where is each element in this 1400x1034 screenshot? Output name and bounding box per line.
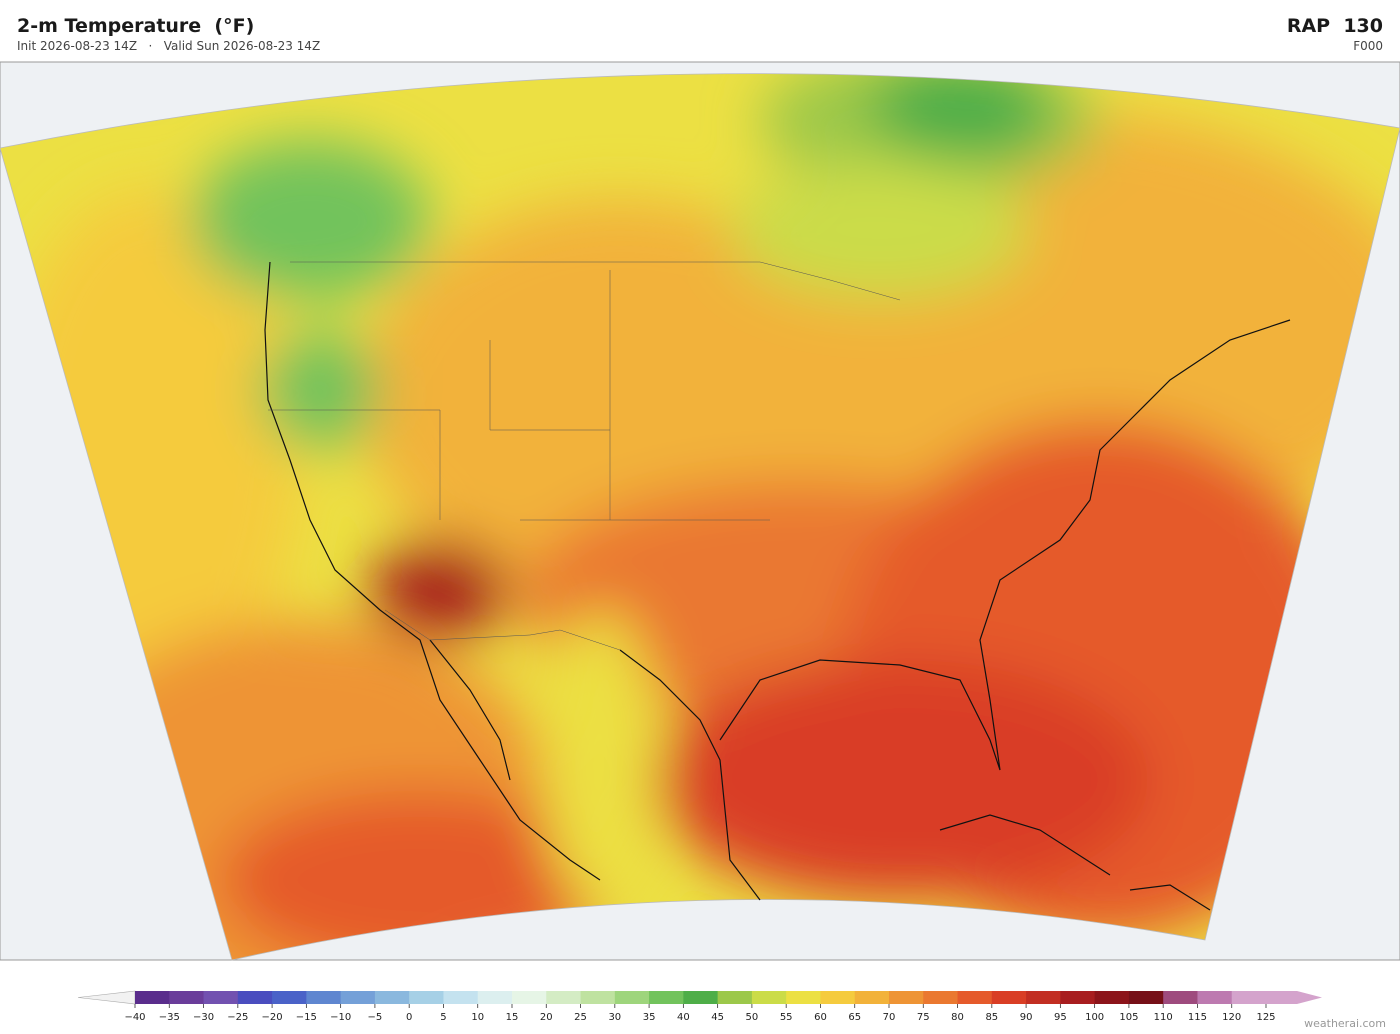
colorbar-tick-label: 20 bbox=[540, 1012, 553, 1023]
colorbar-tick-label: 70 bbox=[883, 1012, 896, 1023]
colorbar-segment bbox=[614, 991, 650, 1004]
forecast-hour: F000 bbox=[1353, 39, 1383, 53]
colorbar-tick-label: 25 bbox=[574, 1012, 587, 1023]
colorbar-segment bbox=[751, 991, 787, 1004]
colorbar-extension-low bbox=[77, 990, 136, 1005]
map-subtitle: Init 2026-08-23 14Z · Valid Sun 2026-08-… bbox=[17, 39, 321, 53]
colorbar-segment bbox=[820, 991, 856, 1004]
colorbar-tick-label: −20 bbox=[262, 1012, 283, 1023]
colorbar-tick-label: 55 bbox=[780, 1012, 793, 1023]
colorbar-tick-label: 30 bbox=[608, 1012, 621, 1023]
colorbar-tick-label: 90 bbox=[1020, 1012, 1033, 1023]
colorbar-segment bbox=[1060, 991, 1096, 1004]
colorbar-tick-label: −25 bbox=[227, 1012, 248, 1023]
colorbar-tick-label: 75 bbox=[917, 1012, 930, 1023]
colorbar-segment bbox=[169, 991, 205, 1004]
colorbar-tick-label: 45 bbox=[711, 1012, 724, 1023]
colorbar-segment bbox=[477, 991, 513, 1004]
colorbar-tick-label: 100 bbox=[1085, 1012, 1104, 1023]
colorbar-tick-label: −30 bbox=[193, 1012, 214, 1023]
colorbar-segment bbox=[237, 991, 273, 1004]
coastlines bbox=[264, 261, 1291, 911]
temperature-field bbox=[0, 73, 1400, 960]
map-title: 2-m Temperature (°F) bbox=[17, 15, 255, 37]
colorbar-tick-label: 85 bbox=[985, 1012, 998, 1023]
colorbar-tick-label: 35 bbox=[643, 1012, 656, 1023]
colorbar-tick-label: 95 bbox=[1054, 1012, 1067, 1023]
colorbar-tick-label: −35 bbox=[159, 1012, 180, 1023]
colorbar-tick-label: 50 bbox=[746, 1012, 759, 1023]
colorbar-segment bbox=[649, 991, 684, 1004]
colorbar-tick-label: 110 bbox=[1154, 1012, 1173, 1023]
domain-outline bbox=[0, 73, 1400, 961]
colorbar-segment bbox=[546, 991, 582, 1004]
colorbar-tick-label: −5 bbox=[368, 1012, 383, 1023]
colorbar-tick-label: 0 bbox=[406, 1012, 412, 1023]
colorbar-segment bbox=[1094, 991, 1130, 1004]
colorbar-tick-label: 15 bbox=[506, 1012, 519, 1023]
colorbar-tick-label: 105 bbox=[1119, 1012, 1138, 1023]
colorbar-tick-label: −10 bbox=[330, 1012, 351, 1023]
colorbar-segment bbox=[717, 991, 753, 1004]
colorbar-tick-label: 115 bbox=[1188, 1012, 1207, 1023]
colorbar-segment bbox=[443, 991, 479, 1004]
colorbar-segment bbox=[854, 991, 890, 1004]
colorbar-tick-label: 120 bbox=[1222, 1012, 1241, 1023]
model-name: RAP 130 bbox=[1286, 15, 1383, 37]
colorbar-tick-label: −15 bbox=[296, 1012, 317, 1023]
colorbar-segment bbox=[1128, 991, 1164, 1004]
colorbar-segment bbox=[409, 991, 444, 1004]
watermark: weatherai.com bbox=[1304, 1017, 1386, 1030]
colorbar-segment bbox=[1197, 991, 1233, 1004]
colorbar-tick-label: 125 bbox=[1256, 1012, 1275, 1023]
colorbar-segment bbox=[786, 991, 821, 1004]
colorbar-tick-label: 10 bbox=[471, 1012, 484, 1023]
colorbar-tick-label: 40 bbox=[677, 1012, 690, 1023]
colorbar-extension-high bbox=[1266, 991, 1322, 1004]
colorbar-tick-label: −40 bbox=[124, 1012, 145, 1023]
colorbar-segment bbox=[957, 991, 993, 1004]
colorbar-segment bbox=[272, 991, 307, 1004]
colorbar-segment bbox=[580, 991, 616, 1004]
borders bbox=[268, 261, 901, 651]
colorbar-segment bbox=[991, 991, 1027, 1004]
colorbar-tick-label: 5 bbox=[440, 1012, 446, 1023]
colorbar-segment bbox=[1163, 991, 1198, 1004]
colorbar-segment bbox=[135, 991, 170, 1004]
colorbar-segment bbox=[340, 991, 376, 1004]
colorbar-tick-label: 80 bbox=[951, 1012, 964, 1023]
colorbar-segment bbox=[203, 991, 239, 1004]
colorbar-segment bbox=[512, 991, 547, 1004]
colorbar-segment bbox=[889, 991, 924, 1004]
colorbar-segment bbox=[306, 991, 342, 1004]
colorbar-segment bbox=[683, 991, 719, 1004]
colorbar-tick-label: 65 bbox=[848, 1012, 861, 1023]
colorbar-segment bbox=[1231, 991, 1267, 1004]
colorbar-tick-label: 60 bbox=[814, 1012, 827, 1023]
colorbar-segment bbox=[1026, 991, 1061, 1004]
colorbar-segment bbox=[923, 991, 959, 1004]
colorbar-segment bbox=[374, 991, 410, 1004]
